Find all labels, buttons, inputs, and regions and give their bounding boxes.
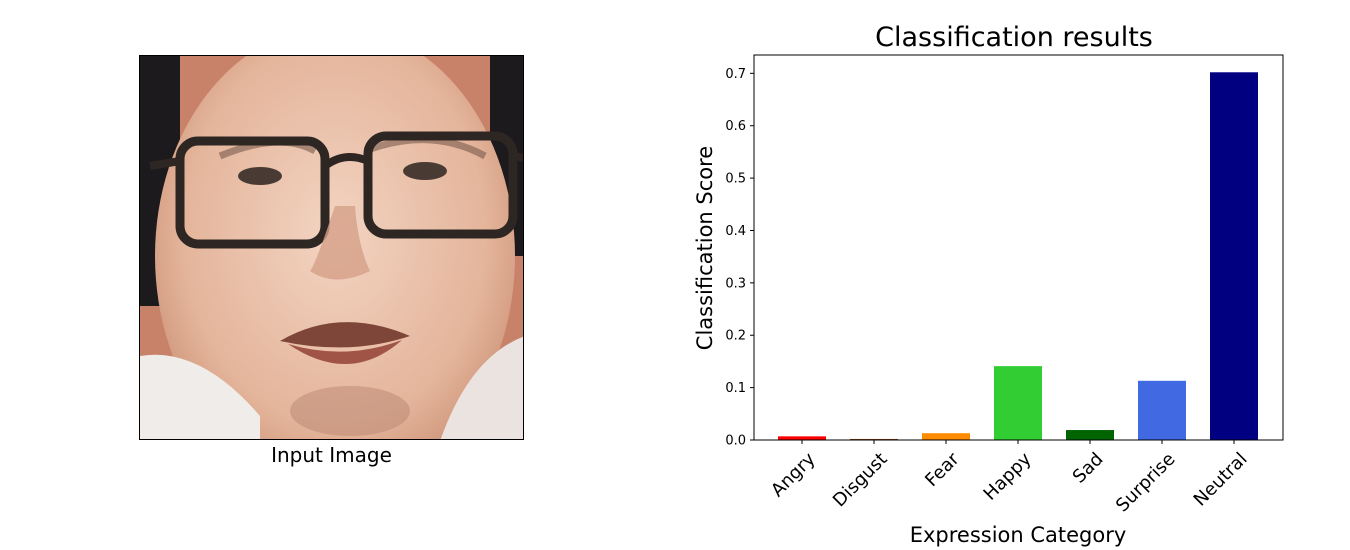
y-tick-label: 0.5 bbox=[725, 172, 746, 187]
y-tick-label: 0.3 bbox=[725, 276, 746, 291]
bar-disgust bbox=[850, 438, 898, 440]
bar-surprise bbox=[1138, 380, 1186, 440]
y-axis-label: Classification Score bbox=[693, 146, 717, 350]
x-tick-label: Happy bbox=[980, 448, 1036, 504]
bar-sad bbox=[1066, 430, 1114, 440]
x-ticks-group: Angry Disgust Fear Happy Sad Surprise Neutral bbox=[767, 440, 1252, 517]
y-tick-label: 0.2 bbox=[725, 329, 746, 344]
input-image bbox=[139, 55, 524, 440]
x-tick-label: Sad bbox=[1069, 449, 1108, 488]
bar-angry bbox=[778, 436, 826, 440]
bar-fear bbox=[922, 433, 970, 440]
x-tick-label: Disgust bbox=[829, 449, 892, 512]
y-tick-label: 0.4 bbox=[725, 224, 746, 239]
x-tick-label: Fear bbox=[921, 448, 964, 491]
y-tick-label: 0.6 bbox=[725, 119, 746, 134]
y-ticks-group: 0.0 0.1 0.2 0.3 0.4 0.5 0.6 0.7 bbox=[725, 67, 754, 449]
y-tick-label: 0.1 bbox=[725, 381, 746, 396]
y-tick-label: 0.7 bbox=[725, 67, 746, 82]
y-tick-label: 0.0 bbox=[725, 434, 746, 449]
x-tick-label: Surprise bbox=[1112, 449, 1180, 517]
x-tick-label: Angry bbox=[767, 448, 820, 501]
x-axis-label: Expression Category bbox=[910, 523, 1127, 547]
chart-title: Classification results bbox=[875, 22, 1153, 53]
x-tick-label: Neutral bbox=[1190, 449, 1252, 511]
bar-neutral bbox=[1210, 72, 1258, 441]
plot-frame bbox=[753, 54, 1284, 441]
input-image-caption: Input Image bbox=[271, 443, 392, 467]
bars-group bbox=[778, 72, 1258, 441]
face-illustration bbox=[140, 56, 523, 439]
bar-happy bbox=[994, 366, 1042, 440]
